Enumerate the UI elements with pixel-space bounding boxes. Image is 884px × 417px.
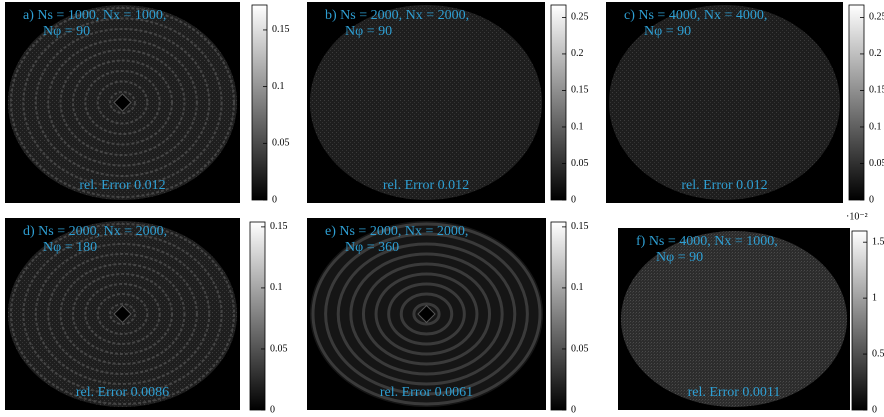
tick-label: 0 xyxy=(872,404,877,415)
tick-label: 0 xyxy=(571,404,576,415)
error-text: rel. Error 0.012 xyxy=(383,178,469,193)
tick-label: 0.15 xyxy=(272,24,290,35)
tick-label: 0.2 xyxy=(869,48,882,59)
tick-label: 0.05 xyxy=(869,158,884,169)
colorbar xyxy=(250,222,265,410)
tick-label: 0.1 xyxy=(270,282,283,293)
tick-label: 0.15 xyxy=(571,85,589,96)
label-line: e) Ns = 2000, Nx = 2000, xyxy=(325,224,468,239)
image-disk xyxy=(621,231,847,407)
label-line: a) Ns = 1000, Nx = 1000, xyxy=(23,8,166,23)
tick-label: 0.1 xyxy=(869,121,882,132)
colorbar xyxy=(551,5,566,200)
tick-label: 0 xyxy=(869,194,874,205)
tick-label: 0.5 xyxy=(872,348,884,359)
page: {"panels":[ {"label":["a) Ns = 1000, Nx … xyxy=(0,0,884,417)
error-text: rel. Error 0.0086 xyxy=(76,385,169,400)
tick-label: 1.5 xyxy=(872,236,884,247)
tick-label: 0.05 xyxy=(272,138,290,149)
tick-label: 0 xyxy=(571,194,576,205)
tick-label: 0.25 xyxy=(571,12,589,23)
error-text: rel. Error 0.012 xyxy=(681,178,767,193)
label-line: Nφ = 90 xyxy=(345,24,392,39)
tick-label: 0.25 xyxy=(869,12,884,23)
error-text: rel. Error 0.0061 xyxy=(380,385,473,400)
colorbar xyxy=(849,5,864,200)
tick-label: 0 xyxy=(270,404,275,415)
label-line: Nφ = 90 xyxy=(644,24,691,39)
tick-label: 0.15 xyxy=(869,85,884,96)
label-line: d) Ns = 2000, Nx = 2000, xyxy=(23,224,167,239)
label-line: f) Ns = 4000, Nx = 1000, xyxy=(636,234,778,249)
label-line: Nφ = 90 xyxy=(656,250,703,265)
tick-label: 0.2 xyxy=(571,48,584,59)
label-line: Nφ = 180 xyxy=(43,240,97,255)
tick-label: 0.1 xyxy=(272,81,285,92)
tick-label: 0.1 xyxy=(571,121,584,132)
exponent: ·10⁻² xyxy=(846,211,868,222)
label-line: b) Ns = 2000, Nx = 2000, xyxy=(325,8,469,23)
colorbar xyxy=(852,231,867,410)
tick-label: 0.1 xyxy=(571,282,584,293)
tick-label: 0.15 xyxy=(270,221,288,232)
tick-label: 0.15 xyxy=(571,221,589,232)
tick-label: 0.05 xyxy=(571,158,589,169)
colorbar xyxy=(551,222,566,410)
tick-label: 0.05 xyxy=(571,343,589,354)
colorbar xyxy=(252,5,267,200)
error-text: rel. Error 0.012 xyxy=(79,178,165,193)
tick-label: 1 xyxy=(872,292,877,303)
label-line: c) Ns = 4000, Nx = 4000, xyxy=(624,8,767,23)
label-line: Nφ = 360 xyxy=(345,240,399,255)
figure: a) Ns = 1000, Nx = 1000,Nφ = 90rel. Erro… xyxy=(0,0,884,417)
tick-label: 0.05 xyxy=(270,343,288,354)
label-line: Nφ = 90 xyxy=(43,24,90,39)
tick-label: 0 xyxy=(272,194,277,205)
error-text: rel. Error 0.0011 xyxy=(688,385,781,400)
